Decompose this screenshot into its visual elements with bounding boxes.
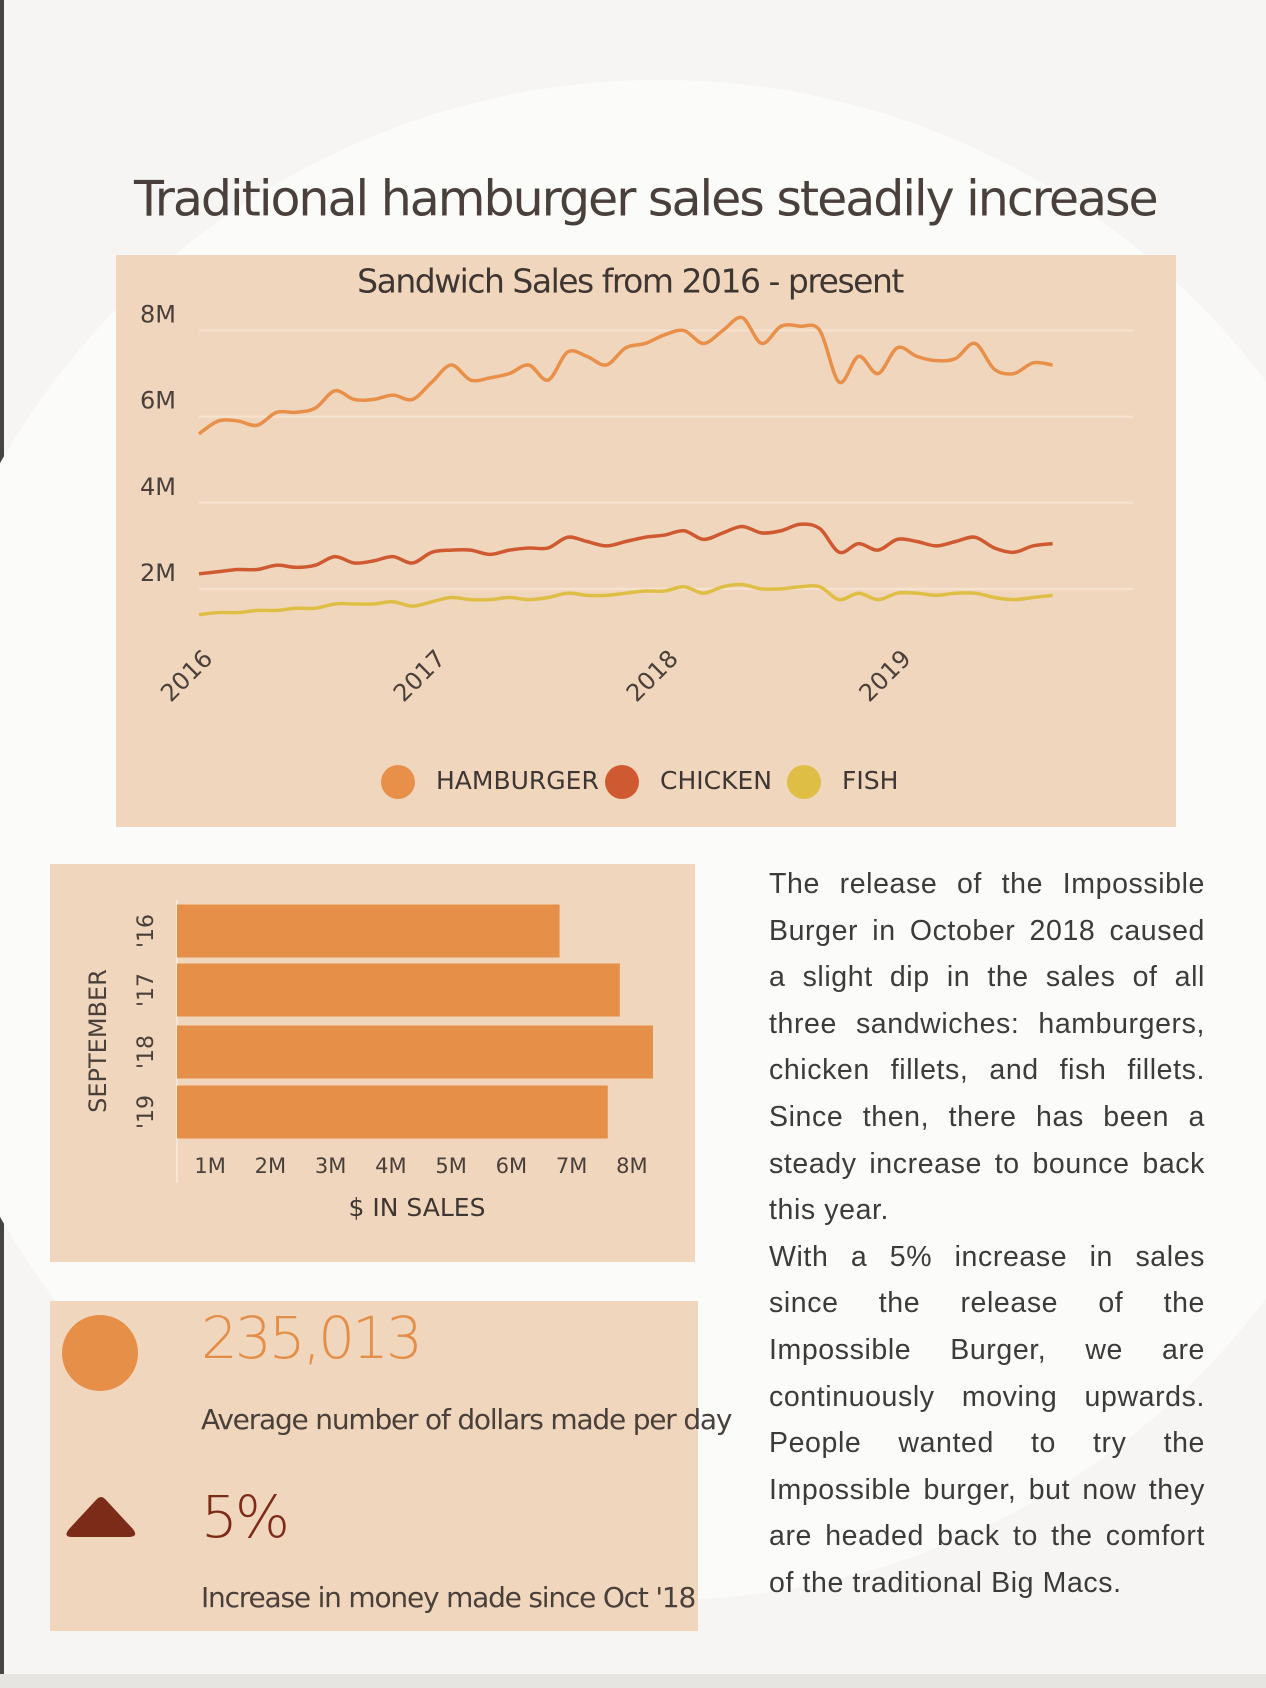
line-panel xyxy=(116,255,1176,827)
y-tick-label: 4M xyxy=(140,473,176,501)
x-tick-label: 7M xyxy=(556,1154,587,1178)
chart-title: Sandwich Sales from 2016 - present xyxy=(357,262,904,301)
bar xyxy=(177,963,620,1017)
stats-panel xyxy=(50,1301,698,1631)
y-tick-label: 8M xyxy=(140,301,176,329)
x-tick-label: 4M xyxy=(375,1154,406,1178)
x-tick-label: 2M xyxy=(255,1154,286,1178)
stat-caption: Increase in money made since Oct '18 xyxy=(201,1581,695,1614)
page-title: Traditional hamburger sales steadily inc… xyxy=(133,171,1157,228)
y-tick-label: '17 xyxy=(134,973,159,1007)
paragraph: The release of the Impossible Burger in … xyxy=(769,868,1205,1227)
stat-value: 235,013 xyxy=(201,1304,420,1372)
legend-swatch xyxy=(381,765,415,799)
x-tick-label: 6M xyxy=(496,1154,527,1178)
x-tick-label: 3M xyxy=(315,1154,346,1178)
x-axis-label: $ IN SALES xyxy=(349,1193,486,1222)
y-tick-label: 2M xyxy=(140,559,176,587)
line-series xyxy=(198,522,1053,576)
body-text: The release of the Impossible Burger in … xyxy=(769,861,1205,1607)
bar xyxy=(177,1025,653,1079)
y-tick-label: '18 xyxy=(134,1035,159,1069)
line-series xyxy=(197,315,1053,436)
x-tick-label: 5M xyxy=(435,1154,466,1178)
legend-swatch xyxy=(787,765,821,799)
y-axis-label: SEPTEMBER xyxy=(84,969,112,1113)
legend-label: CHICKEN xyxy=(660,766,772,795)
legend-label: FISH xyxy=(842,766,898,795)
stat-caption: Average number of dollars made per day xyxy=(201,1403,732,1436)
bar xyxy=(177,904,560,958)
legend-swatch xyxy=(605,765,639,799)
x-tick-label: 1M xyxy=(194,1154,225,1178)
bar xyxy=(177,1085,608,1139)
y-tick-label: '19 xyxy=(134,1095,159,1129)
bottom-band xyxy=(0,1674,1266,1688)
paragraph: With a 5% increase in sales since the re… xyxy=(769,1240,1205,1599)
x-tick-label: 8M xyxy=(616,1154,647,1178)
stat-icon-triangle xyxy=(66,1497,136,1537)
stat-icon-circle xyxy=(62,1315,138,1391)
stat-value: 5% xyxy=(201,1483,287,1551)
legend-label: HAMBURGER xyxy=(436,766,599,795)
y-tick-label: 6M xyxy=(140,387,176,415)
line-series xyxy=(198,582,1053,617)
y-tick-label: '16 xyxy=(134,914,159,948)
